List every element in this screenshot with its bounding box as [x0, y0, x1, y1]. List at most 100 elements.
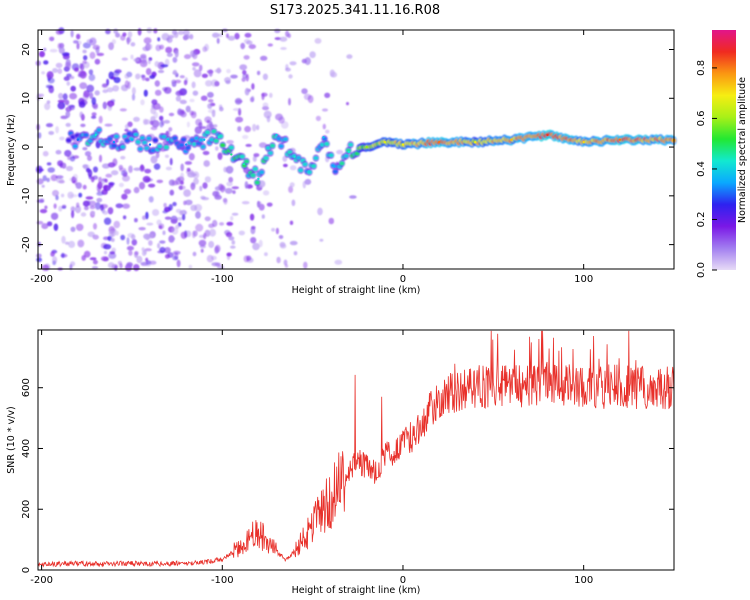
heat-cell	[122, 215, 127, 220]
heat-cell	[216, 37, 220, 44]
heat-cell	[321, 108, 329, 112]
heat-cell	[76, 202, 80, 208]
heat-cell	[53, 203, 57, 209]
heat-cell	[82, 200, 90, 207]
heat-cell	[180, 163, 184, 172]
heat-cell	[203, 160, 210, 167]
spectrogram-y-ticks: -20 -10 0 10 20	[21, 43, 674, 253]
heat-cell	[143, 89, 148, 97]
heat-cell	[35, 165, 43, 174]
y-tick-label: 20	[21, 43, 32, 56]
spectrogram-x-label: Height of straight line (km)	[292, 285, 421, 296]
heat-cell	[178, 210, 184, 216]
heat-cell	[256, 70, 261, 76]
heat-cell	[226, 33, 229, 39]
heat-cell	[124, 80, 130, 89]
heat-cell	[248, 44, 256, 50]
heat-cell	[317, 207, 323, 216]
heat-cell	[183, 189, 192, 197]
heat-cell	[180, 111, 187, 118]
colorbar-tick-label: 0.0	[696, 262, 707, 278]
heat-cell	[285, 30, 290, 38]
heat-cell	[119, 263, 123, 269]
heat-cell	[66, 81, 71, 86]
heat-cell	[220, 143, 226, 148]
heat-cell	[184, 54, 191, 60]
heat-cell	[245, 143, 252, 147]
heat-cell	[289, 165, 297, 171]
heat-cell	[207, 103, 213, 109]
heat-cell	[82, 49, 87, 54]
heat-cell	[199, 185, 203, 192]
heat-cell	[56, 177, 64, 184]
heat-cell	[89, 51, 96, 60]
heat-cell	[275, 227, 279, 235]
heat-cell	[269, 92, 273, 98]
ridge-point	[217, 136, 220, 139]
heat-cell	[156, 179, 164, 184]
heat-cell	[252, 123, 257, 132]
heat-cell	[65, 122, 71, 127]
heat-cell	[271, 227, 276, 232]
heat-cell	[110, 99, 115, 103]
heat-cell	[304, 178, 312, 185]
heat-cell	[261, 92, 268, 97]
heat-cell	[136, 255, 143, 264]
heat-cell	[343, 153, 349, 158]
heat-cell	[172, 29, 177, 36]
colorbar-label: Normalized spectral amplitude	[737, 77, 748, 223]
heat-cell	[190, 50, 196, 58]
heat-cell	[108, 42, 114, 51]
heat-cell	[252, 155, 257, 162]
heat-cell	[348, 142, 354, 147]
heat-cell	[329, 69, 335, 77]
heat-cell	[44, 102, 51, 111]
heat-cell	[142, 140, 148, 145]
heat-cell	[75, 205, 81, 214]
ridge-point	[383, 141, 387, 144]
heat-cell	[174, 50, 179, 58]
heat-cell	[87, 155, 92, 162]
heat-cell	[195, 211, 201, 219]
heat-cell	[93, 223, 97, 230]
heat-cell	[157, 144, 163, 149]
y-tick-label: -10	[21, 188, 32, 204]
spectrogram-x-ticks: -200 -100 0 100	[30, 30, 593, 285]
heat-cell	[314, 38, 322, 44]
ridge-point	[365, 145, 368, 149]
heat-cell	[126, 237, 130, 245]
heat-cell	[171, 227, 179, 235]
heat-cell	[303, 261, 308, 269]
heat-cell	[291, 199, 296, 207]
heat-cell	[79, 111, 84, 118]
heat-cell	[96, 52, 105, 57]
heat-cell	[104, 123, 113, 127]
heat-cell	[126, 37, 130, 45]
heat-cell	[88, 69, 94, 75]
heat-cell	[41, 71, 45, 75]
heat-cell	[113, 76, 121, 84]
heat-cell	[172, 56, 178, 63]
heat-cell	[288, 74, 293, 79]
heat-cell	[225, 165, 234, 174]
heat-cell	[266, 115, 271, 123]
heat-cell	[189, 34, 194, 40]
heat-cell	[313, 156, 319, 161]
heat-cell	[127, 31, 133, 38]
heat-cell	[52, 68, 58, 73]
heat-cell	[225, 232, 233, 238]
heat-cell	[86, 84, 95, 93]
heat-cell	[75, 223, 84, 231]
heat-cell	[100, 256, 109, 262]
heat-cell	[107, 262, 115, 269]
heat-cell	[252, 242, 260, 251]
y-tick-label: 0	[21, 567, 32, 573]
heat-cell	[204, 130, 211, 135]
heat-cell	[239, 64, 248, 71]
heat-cell	[59, 42, 65, 49]
heat-cell	[328, 217, 335, 225]
heat-cell	[118, 167, 127, 172]
heat-cell	[289, 182, 295, 188]
heat-cell	[169, 189, 175, 196]
heat-cell	[138, 181, 146, 190]
